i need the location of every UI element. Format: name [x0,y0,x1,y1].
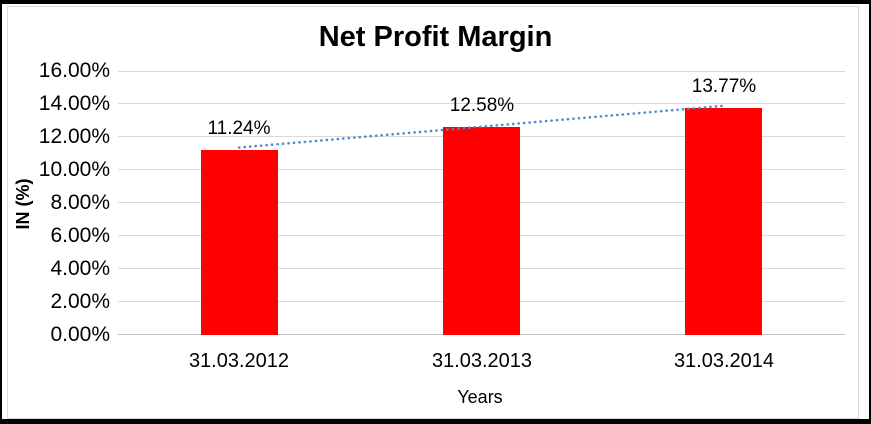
gridline [118,71,845,72]
y-axis-tick-label: 12.00% [38,125,110,148]
y-axis-tick-label: 2.00% [50,290,110,313]
y-axis-tick-label: 16.00% [38,59,110,82]
x-axis-tick-label: 31.03.2014 [673,350,775,372]
y-axis-tick-label: 14.00% [38,92,110,115]
y-axis-tick-label: 8.00% [50,191,110,214]
bar [443,127,520,335]
x-axis-tick-label: 31.03.2013 [431,350,533,372]
chart-title: Net Profit Margin [318,21,553,53]
y-axis-tick-label: 0.00% [50,323,110,346]
y-axis-tick-label: 10.00% [38,158,110,181]
y-axis-tick-label: 4.00% [50,257,110,280]
gridline [118,103,845,104]
y-axis-tick-label: 6.00% [50,224,110,247]
bar-value-label: 11.24% [207,118,271,139]
bar-value-label: 13.77% [691,76,757,97]
bar [201,150,278,335]
bar [685,108,762,335]
x-axis-tick-label: 31.03.2012 [188,350,290,372]
bar-value-label: 12.58% [449,95,515,116]
x-axis-title: Years [457,387,503,407]
plot-area: 11.24% 12.58% 13.77% [118,71,845,335]
